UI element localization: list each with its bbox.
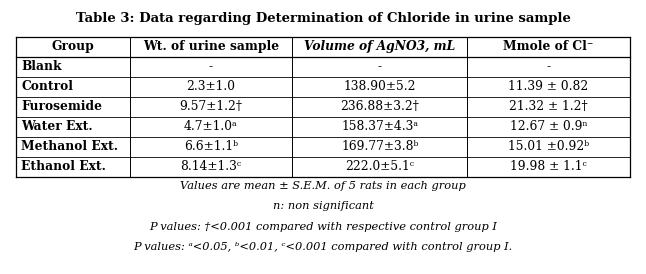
Text: 15.01 ±0.92ᵇ: 15.01 ±0.92ᵇ (508, 140, 589, 153)
Text: -: - (378, 61, 382, 73)
Text: 6.6±1.1ᵇ: 6.6±1.1ᵇ (184, 140, 238, 153)
Text: 21.32 ± 1.2†: 21.32 ± 1.2† (509, 100, 588, 113)
Text: -: - (209, 61, 213, 73)
Text: 169.77±3.8ᵇ: 169.77±3.8ᵇ (341, 140, 419, 153)
Text: Ethanol Ext.: Ethanol Ext. (21, 160, 106, 173)
Text: Furosemide: Furosemide (21, 100, 102, 113)
Text: Methanol Ext.: Methanol Ext. (21, 140, 118, 153)
Text: 19.98 ± 1.1ᶜ: 19.98 ± 1.1ᶜ (510, 160, 587, 173)
Text: 138.90±5.2: 138.90±5.2 (344, 80, 416, 93)
Text: 236.88±3.2†: 236.88±3.2† (340, 100, 419, 113)
Text: 4.7±1.0ᵃ: 4.7±1.0ᵃ (184, 120, 238, 133)
Text: Blank: Blank (21, 61, 61, 73)
Text: Values are mean ± S.E.M. of 5 rats in each group: Values are mean ± S.E.M. of 5 rats in ea… (180, 181, 466, 191)
Text: Control: Control (21, 80, 73, 93)
Text: 2.3±1.0: 2.3±1.0 (187, 80, 236, 93)
Text: Table 3: Data regarding Determination of Chloride in urine sample: Table 3: Data regarding Determination of… (76, 12, 570, 25)
Text: Water Ext.: Water Ext. (21, 120, 92, 133)
Text: 12.67 ± 0.9ⁿ: 12.67 ± 0.9ⁿ (510, 120, 587, 133)
Text: n: non significant: n: non significant (273, 201, 373, 211)
Text: Group: Group (52, 41, 94, 53)
Text: P values: ᵃ<0.05, ᵇ<0.01, ᶜ<0.001 compared with control group I.: P values: ᵃ<0.05, ᵇ<0.01, ᶜ<0.001 compar… (133, 242, 513, 252)
Text: 222.0±5.1ᶜ: 222.0±5.1ᶜ (345, 160, 414, 173)
Text: P values: †<0.001 compared with respective control group I: P values: †<0.001 compared with respecti… (149, 222, 497, 232)
Text: 8.14±1.3ᶜ: 8.14±1.3ᶜ (180, 160, 242, 173)
Text: Mmole of Cl⁻: Mmole of Cl⁻ (503, 41, 594, 53)
Text: 158.37±4.3ᵃ: 158.37±4.3ᵃ (341, 120, 419, 133)
Text: Volume of AgNO3, mL: Volume of AgNO3, mL (304, 41, 455, 53)
Text: 9.57±1.2†: 9.57±1.2† (180, 100, 242, 113)
Text: Wt. of urine sample: Wt. of urine sample (143, 41, 279, 53)
Text: 11.39 ± 0.82: 11.39 ± 0.82 (508, 80, 589, 93)
Text: -: - (547, 61, 550, 73)
